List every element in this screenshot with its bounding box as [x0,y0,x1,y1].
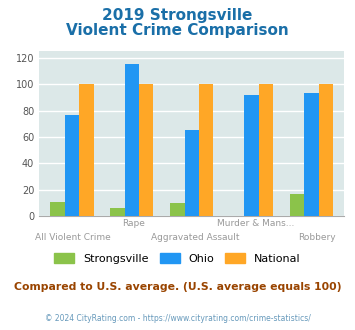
Bar [259,84,273,216]
Bar [170,203,185,216]
Bar [304,93,318,216]
Bar [185,130,199,216]
Legend: Strongsville, Ohio, National: Strongsville, Ohio, National [50,248,305,268]
Bar [244,95,259,216]
Text: Violent Crime Comparison: Violent Crime Comparison [66,23,289,38]
Text: Compared to U.S. average. (U.S. average equals 100): Compared to U.S. average. (U.S. average … [14,282,341,292]
Text: © 2024 CityRating.com - https://www.cityrating.com/crime-statistics/: © 2024 CityRating.com - https://www.city… [45,314,310,323]
Text: Murder & Mans...: Murder & Mans... [217,219,295,228]
Bar [50,202,65,216]
Text: All Violent Crime: All Violent Crime [35,233,110,242]
Text: Aggravated Assault: Aggravated Assault [151,233,239,242]
Bar [139,84,153,216]
Bar [318,84,333,216]
Bar [110,208,125,216]
Bar [79,84,93,216]
Text: Robbery: Robbery [298,233,336,242]
Bar [65,115,79,216]
Text: Rape: Rape [122,219,145,228]
Bar [290,194,304,216]
Bar [199,84,213,216]
Bar [125,64,139,216]
Text: 2019 Strongsville: 2019 Strongsville [102,8,253,23]
